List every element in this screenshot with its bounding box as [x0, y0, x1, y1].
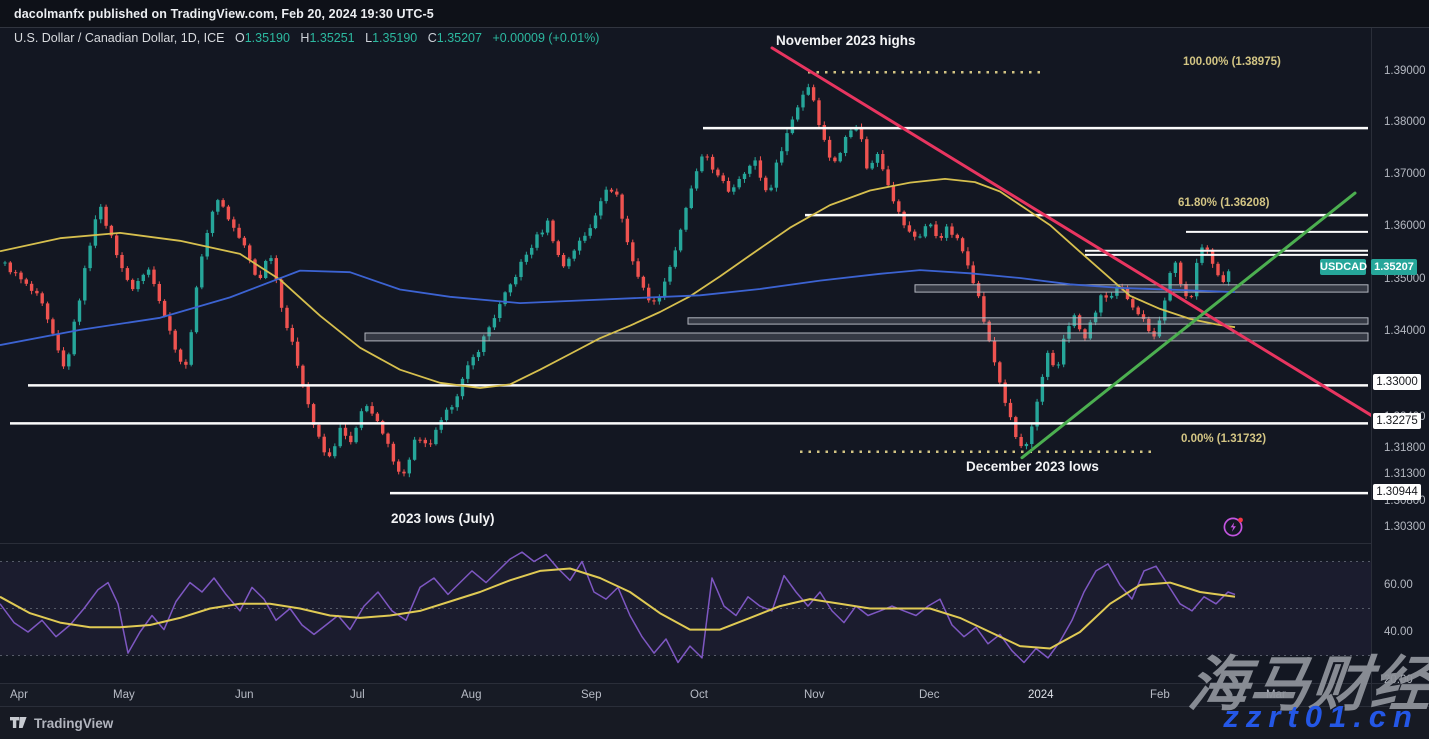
time-axis-label: Feb: [1150, 689, 1170, 701]
time-axis-divider: [0, 683, 1429, 684]
watermark-url: zzrt01.cn: [1223, 699, 1419, 734]
price-axis-label: 1.31300: [1384, 468, 1426, 480]
tradingview-logo[interactable]: TradingView: [10, 716, 113, 731]
annotation-december-lows: December 2023 lows: [966, 459, 1099, 474]
sr-zone[interactable]: [364, 332, 1369, 342]
ma-yellow[interactable]: [0, 177, 1236, 389]
publish-line: dacolmanfx published on TradingView.com,…: [14, 6, 434, 21]
boost-flash-button[interactable]: [1221, 514, 1247, 540]
ohlc-high-label: H: [300, 31, 310, 45]
fib-label-100: 100.00% (1.38975): [1183, 56, 1281, 68]
ohlc-close-label: C: [427, 31, 437, 45]
time-axis-label: Aug: [461, 689, 482, 701]
symbol-title: U.S. Dollar / Canadian Dollar, 1D, ICE: [14, 31, 225, 45]
ohlc-low-value: 1.35190: [372, 31, 418, 45]
last-price-tag: 1.35207: [1371, 259, 1417, 275]
trendline-ascending[interactable]: [1020, 191, 1357, 460]
price-axis-label: 1.36000: [1384, 220, 1426, 232]
price-axis-label: 1.35000: [1384, 273, 1426, 285]
symbol-legend[interactable]: U.S. Dollar / Canadian Dollar, 1D, ICE O…: [14, 31, 599, 45]
symbol-price-tag: USDCAD: [1320, 259, 1368, 275]
tradingview-mark-icon: [10, 716, 27, 728]
oscillator-axis-label: 60.00: [1384, 579, 1413, 591]
oscillator-axis-label: 20.00: [1384, 674, 1413, 686]
ohlc-low-label: L: [365, 31, 373, 45]
time-axis-label: Jul: [350, 689, 365, 701]
price-axis-label: 1.39000: [1384, 65, 1426, 77]
price-axis-label: 1.37000: [1384, 168, 1426, 180]
price-axis-label: 1.34000: [1384, 325, 1426, 337]
annotation-november-highs: November 2023 highs: [776, 33, 916, 48]
time-axis[interactable]: Apr May Jun Jul Aug Sep Oct Nov Dec 2024 Feb Mar: [0, 684, 1429, 706]
price-line-label: 1.30944: [1373, 484, 1421, 500]
price-panel[interactable]: [0, 46, 1372, 495]
oscillator-axis-label: 40.00: [1384, 626, 1413, 638]
time-axis-label: Oct: [690, 689, 708, 701]
rsi-line[interactable]: [0, 551, 1236, 664]
rsi-panel[interactable]: [0, 551, 1371, 664]
time-axis-label: Apr: [10, 689, 28, 701]
price-axis-label: 1.31800: [1384, 442, 1426, 454]
fib-label-61-8: 61.80% (1.36208): [1178, 197, 1270, 209]
trendline-descending[interactable]: [770, 46, 1372, 417]
rsi-ma-line[interactable]: [0, 567, 1236, 650]
time-axis-label: Mar: [1266, 689, 1286, 701]
price-line-label: 1.32275: [1373, 413, 1421, 429]
fib-label-0: 0.00% (1.31732): [1181, 433, 1267, 445]
ohlc-close-value: 1.35207: [436, 31, 482, 45]
time-axis-label: May: [113, 689, 135, 701]
panel-divider[interactable]: [0, 543, 1371, 544]
price-axis-label: 1.30300: [1384, 521, 1426, 533]
axis-divider-vertical: [1371, 28, 1372, 706]
time-axis-label: Dec: [919, 689, 940, 701]
time-axis-label: 2024: [1028, 689, 1054, 701]
ohlc-change: +0.00009 (+0.01%): [492, 31, 600, 45]
ma-blue[interactable]: [0, 269, 1236, 346]
time-axis-label: Jun: [235, 689, 254, 701]
candlestick-series: [3, 83, 1231, 478]
sr-zone[interactable]: [687, 317, 1369, 325]
price-line-label: 1.33000: [1373, 374, 1421, 390]
tradingview-brand-label: TradingView: [34, 715, 114, 731]
time-axis-label: Sep: [581, 689, 602, 701]
price-axis-label: 1.38000: [1384, 116, 1426, 128]
price-axis[interactable]: 1.39000 1.38000 1.37000 1.36000 1.35000 1.340…: [1372, 28, 1429, 686]
footer-divider: [0, 706, 1429, 707]
ohlc-open-label: O: [235, 31, 245, 45]
time-axis-label: Nov: [804, 689, 825, 701]
annotation-july-lows: 2023 lows (July): [391, 511, 495, 526]
ohlc-high-value: 1.35251: [309, 31, 355, 45]
flash-icon: [1223, 517, 1243, 537]
footer-bar: TradingView: [0, 707, 1429, 739]
publish-bar: dacolmanfx published on TradingView.com,…: [0, 0, 1429, 28]
ohlc-open-value: 1.35190: [244, 31, 290, 45]
